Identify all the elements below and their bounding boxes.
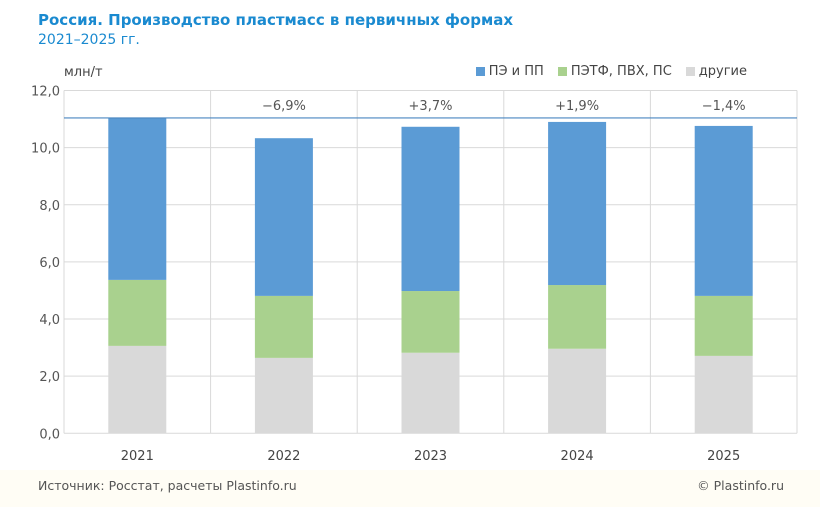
y-tick-label: 0,0 [39, 427, 60, 442]
legend-item: ПЭ и ПП [475, 64, 544, 79]
y-axis-unit: млн/т [64, 65, 103, 80]
bar-segment [694, 295, 753, 356]
y-tick-label: 4,0 [39, 313, 60, 328]
bar-segment [254, 295, 313, 358]
bar-segment [548, 348, 607, 434]
source-note: Источник: Росстат, расчеты Plastinfo.ru [38, 478, 297, 493]
y-tick-label: 2,0 [39, 370, 60, 385]
growth-annotation: −1,4% [702, 99, 746, 114]
chart-title: Россия. Производство пластмасс в первичн… [38, 11, 514, 29]
x-tick-label: 2022 [267, 449, 300, 464]
legend-label: ПЭ и ПП [488, 64, 544, 79]
footer [0, 470, 820, 507]
growth-annotation: +3,7% [409, 99, 453, 114]
growth-annotation: +1,9% [555, 99, 599, 114]
bar-segment [108, 279, 167, 346]
bar-segment [401, 291, 460, 353]
legend-swatch [475, 67, 485, 76]
x-tick-label: 2021 [121, 449, 154, 464]
legend-label: ПЭТФ, ПВХ, ПС [570, 64, 672, 79]
bar-segment [694, 355, 753, 434]
legend: ПЭ и ПП ПЭТФ, ПВХ, ПС другие [475, 64, 747, 79]
y-tick-label: 10,0 [31, 142, 60, 157]
x-tick-label: 2023 [414, 449, 447, 464]
bar-segment [401, 126, 460, 292]
y-tick-label: 8,0 [39, 199, 60, 214]
stacked-bar-chart: 0,0 2,0 4,0 6,0 8,0 10,0 12,0 2021 2022 −6,9% 2023… [31, 85, 798, 464]
copyright: © Plastinfo.ru [697, 478, 784, 493]
bar-segment [694, 125, 753, 296]
bar-segment [548, 121, 607, 286]
bar-segment [401, 352, 460, 434]
legend-label: другие [698, 64, 747, 79]
growth-annotation: −6,9% [262, 99, 306, 114]
bar-segment [254, 357, 313, 434]
legend-swatch [685, 67, 695, 76]
bar-segment [548, 285, 607, 349]
y-tick-label: 6,0 [39, 256, 60, 271]
legend-swatch [557, 67, 567, 76]
legend-item: другие [685, 64, 747, 79]
bar-segment [108, 345, 167, 434]
legend-item: ПЭТФ, ПВХ, ПС [557, 64, 672, 79]
bar-segment [254, 138, 313, 296]
chart-subtitle: 2021–2025 гг. [38, 32, 140, 48]
x-tick-label: 2025 [707, 449, 740, 464]
y-tick-label: 12,0 [31, 85, 60, 100]
bar-segment [108, 117, 167, 280]
x-tick-label: 2024 [561, 449, 594, 464]
